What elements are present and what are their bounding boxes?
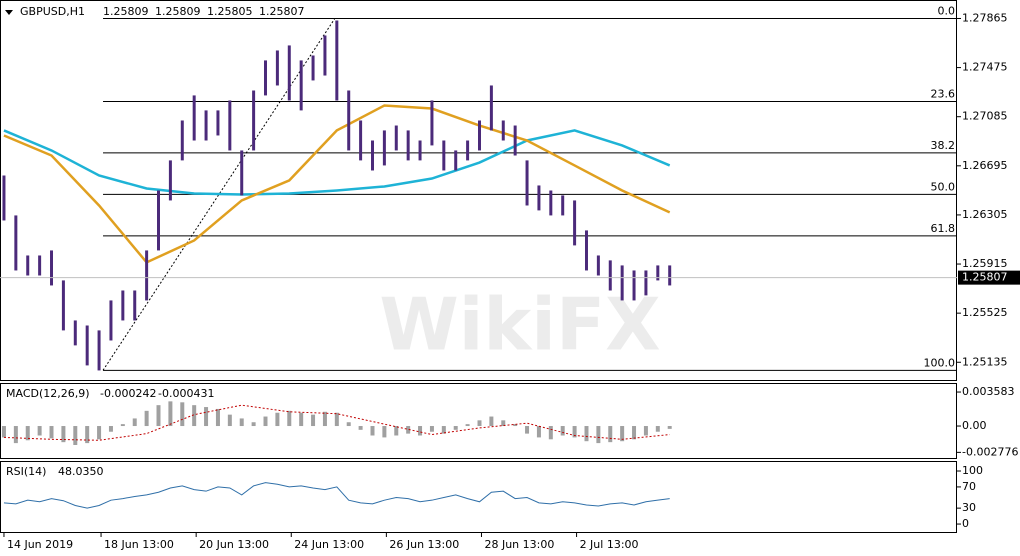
y-tick-label: -0.002776 xyxy=(962,445,1018,458)
indicator-value: 48.0350 xyxy=(58,465,104,478)
fib-level-label: 100.0 xyxy=(924,356,956,369)
y-tick-label: 100 xyxy=(962,464,983,477)
watermark: WikiFX xyxy=(379,283,660,367)
x-tick-label: 14 Jun 2019 xyxy=(7,538,73,551)
moving-average xyxy=(3,104,671,264)
fib-level-label: 23.6 xyxy=(931,88,956,101)
indicator-label: RSI(14) xyxy=(6,465,46,478)
x-tick-label: 26 Jun 13:00 xyxy=(389,538,459,551)
quote-value: 1.25805 xyxy=(207,5,253,18)
y-tick-label: 1.27085 xyxy=(962,110,1008,123)
current-price-label: 1.25807 xyxy=(962,271,1008,284)
fib-level-label: 50.0 xyxy=(931,180,956,193)
y-tick-label: 70 xyxy=(962,480,976,493)
y-tick-label: 0.003583 xyxy=(962,385,1015,398)
fib-level-label: 61.8 xyxy=(931,222,956,235)
y-tick-label: 1.27865 xyxy=(962,11,1008,24)
y-tick-label: 1.25525 xyxy=(962,306,1008,319)
y-tick-label: 1.26695 xyxy=(962,159,1008,172)
quote-value: 1.25807 xyxy=(259,5,305,18)
x-tick-label: 20 Jun 13:00 xyxy=(199,538,269,551)
main-panel xyxy=(0,0,957,381)
fib-level-label: 0.0 xyxy=(938,4,956,17)
y-tick-label: 1.27475 xyxy=(962,61,1008,74)
rsi-line xyxy=(3,482,670,509)
macd-panel xyxy=(0,383,957,459)
moving-average xyxy=(3,129,671,196)
rsi-panel xyxy=(0,461,957,533)
x-tick-label: 28 Jun 13:00 xyxy=(484,538,554,551)
symbol: GBPUSD,H1 xyxy=(20,5,85,18)
indicator-label: MACD(12,26,9) xyxy=(6,387,90,400)
quote-value: 1.25809 xyxy=(103,5,149,18)
y-tick-label: 0 xyxy=(962,517,969,530)
y-tick-label: 1.26305 xyxy=(962,208,1008,221)
fib-level-label: 38.2 xyxy=(931,139,956,152)
y-tick-label: 0.00 xyxy=(962,419,987,432)
quote-value: 1.25809 xyxy=(155,5,201,18)
macd-signal xyxy=(3,404,670,441)
x-tick-label: 18 Jun 13:00 xyxy=(104,538,174,551)
y-tick-label: 30 xyxy=(962,501,976,514)
y-tick-label: 1.25135 xyxy=(962,355,1008,368)
x-tick-label: 2 Jul 13:00 xyxy=(580,538,639,551)
current-price-box xyxy=(958,270,1020,285)
x-tick-label: 24 Jun 13:00 xyxy=(294,538,364,551)
y-tick-label: 1.25915 xyxy=(962,257,1008,270)
indicator-value: -0.000242 xyxy=(100,387,156,400)
menu-arrow[interactable] xyxy=(5,10,13,15)
indicator-value: -0.000431 xyxy=(158,387,214,400)
